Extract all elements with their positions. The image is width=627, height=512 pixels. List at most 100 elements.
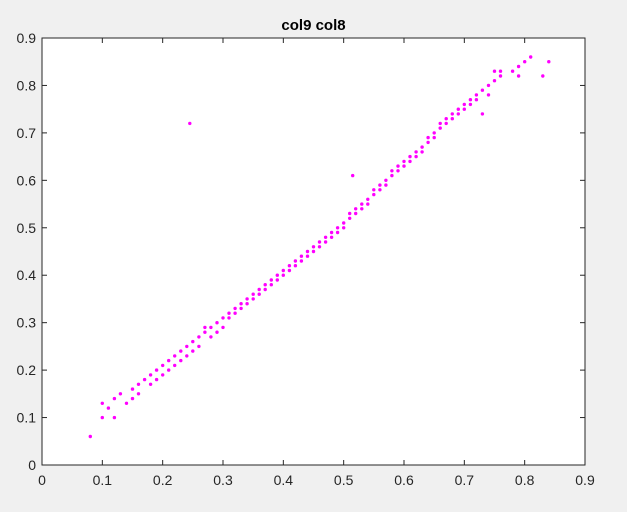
data-point — [167, 358, 171, 363]
x-tick-label: 0.9 — [575, 472, 595, 488]
x-tick-label: 0.5 — [334, 472, 354, 488]
data-point — [239, 306, 243, 311]
chart-title: col9 col8 — [281, 17, 345, 34]
x-tick-label: 0 — [38, 472, 46, 488]
data-point — [329, 235, 334, 239]
data-point — [191, 339, 195, 344]
data-point — [438, 121, 442, 126]
data-point — [233, 311, 237, 315]
data-point — [529, 55, 533, 59]
x-tick-label: 0.1 — [93, 472, 113, 488]
data-point — [408, 159, 412, 164]
data-point — [462, 102, 466, 107]
data-point — [311, 249, 316, 254]
data-point — [426, 135, 430, 140]
y-tick-label: 0 — [28, 457, 36, 473]
data-point — [342, 221, 346, 225]
y-tick-label: 0.8 — [17, 77, 37, 93]
data-point — [323, 240, 328, 244]
y-tick-label: 0.7 — [17, 125, 37, 141]
data-point — [263, 287, 267, 292]
data-point — [269, 283, 273, 287]
data-point — [100, 415, 105, 420]
data-point — [257, 292, 261, 296]
data-point — [474, 98, 479, 102]
data-point — [468, 98, 473, 102]
data-point — [402, 164, 406, 168]
data-point — [450, 112, 454, 116]
data-point — [444, 121, 448, 126]
data-point — [161, 363, 165, 368]
data-point — [474, 93, 479, 97]
data-point — [492, 69, 497, 73]
data-point — [402, 159, 406, 164]
data-point — [510, 69, 515, 73]
data-point — [188, 121, 192, 126]
data-point — [317, 245, 322, 249]
data-point — [100, 401, 105, 405]
data-point — [173, 354, 177, 358]
data-point — [360, 202, 364, 206]
data-point — [269, 278, 273, 282]
data-point — [221, 325, 225, 330]
y-tick-label: 0.3 — [17, 315, 37, 331]
data-point — [438, 126, 442, 130]
data-point — [366, 202, 370, 206]
data-points — [88, 55, 551, 439]
data-point — [366, 197, 370, 201]
data-point — [124, 401, 129, 405]
data-point — [112, 415, 117, 420]
data-point — [275, 273, 279, 277]
data-point — [305, 249, 310, 254]
data-point — [390, 173, 394, 178]
x-tick-label: 0.3 — [213, 472, 233, 488]
y-tick-label: 0.2 — [17, 362, 37, 378]
y-tick-label: 0.9 — [17, 30, 37, 46]
data-point — [480, 112, 485, 116]
data-point — [299, 254, 304, 258]
data-point — [456, 107, 460, 111]
data-point — [444, 117, 448, 121]
data-point — [516, 74, 521, 78]
data-point — [179, 358, 183, 363]
data-point — [432, 131, 436, 135]
data-point — [354, 207, 358, 211]
data-point — [486, 83, 491, 88]
data-point — [161, 373, 165, 377]
x-tick-label: 0.8 — [515, 472, 535, 488]
data-point — [456, 112, 460, 116]
data-point — [498, 69, 503, 73]
data-point — [384, 178, 388, 182]
data-point — [426, 140, 430, 145]
data-point — [408, 154, 412, 159]
data-point — [372, 188, 376, 192]
data-point — [215, 321, 219, 325]
data-point — [263, 283, 267, 287]
plot-frame — [41, 37, 586, 466]
data-point — [148, 373, 153, 377]
x-tick-label: 0.2 — [153, 472, 173, 488]
data-point — [106, 406, 111, 410]
data-point — [154, 377, 159, 382]
data-point — [130, 387, 135, 391]
data-point — [136, 382, 141, 386]
data-point — [215, 330, 219, 334]
data-point — [88, 434, 93, 439]
data-point — [420, 145, 424, 149]
data-point — [468, 102, 473, 107]
data-point — [342, 226, 346, 230]
data-point — [384, 183, 388, 187]
data-point — [209, 335, 213, 339]
data-point — [335, 230, 340, 235]
data-point — [251, 297, 255, 301]
data-point — [185, 344, 189, 349]
data-point — [245, 302, 249, 306]
data-point — [148, 382, 153, 386]
data-point — [486, 93, 491, 97]
data-point — [245, 297, 249, 301]
data-point — [203, 330, 207, 334]
data-point — [299, 259, 304, 263]
data-point — [167, 368, 171, 372]
data-point — [221, 316, 225, 320]
data-point — [390, 169, 394, 173]
